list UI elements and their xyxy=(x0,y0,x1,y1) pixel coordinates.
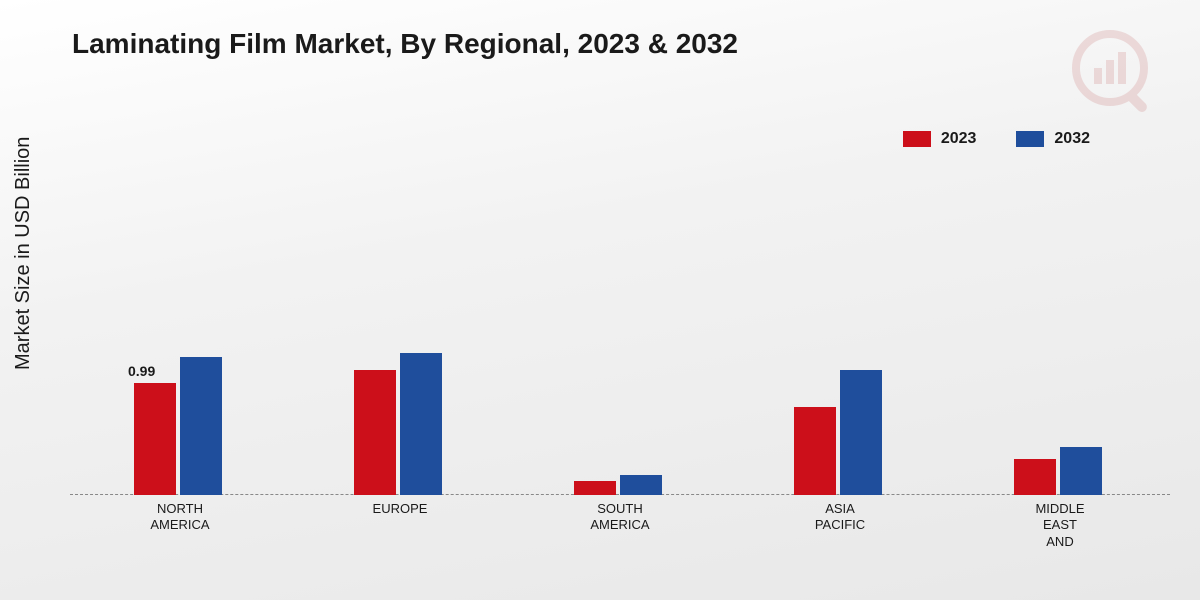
bar xyxy=(400,353,442,495)
legend: 2023 2032 xyxy=(903,130,1090,148)
watermark-logo xyxy=(1070,28,1160,123)
bar xyxy=(620,475,662,495)
category-label: NORTH AMERICA xyxy=(110,495,250,540)
bar xyxy=(840,370,882,495)
bar xyxy=(1060,447,1102,495)
chart-title: Laminating Film Market, By Regional, 202… xyxy=(72,28,738,60)
legend-item-2023: 2023 xyxy=(903,130,977,148)
legend-label-2023: 2023 xyxy=(941,130,977,148)
legend-swatch-2023 xyxy=(903,131,931,147)
bar xyxy=(574,481,616,495)
bar-group xyxy=(330,200,470,495)
category-label: ASIA PACIFIC xyxy=(770,495,910,540)
bar xyxy=(354,370,396,495)
legend-item-2032: 2032 xyxy=(1016,130,1090,148)
bar-group xyxy=(990,200,1130,495)
bar-groups: 0.99 xyxy=(70,200,1170,495)
category-label: MIDDLE EAST AND xyxy=(990,495,1130,540)
plot-area: 0.99 NORTH AMERICA EUROPE SOUTH AMERICA ASI… xyxy=(70,200,1170,540)
bar-group: 0.99 xyxy=(110,200,250,495)
bar xyxy=(794,407,836,496)
bar-value-label: 0.99 xyxy=(128,363,155,379)
bar xyxy=(1014,459,1056,495)
bar-group xyxy=(550,200,690,495)
category-label: SOUTH AMERICA xyxy=(550,495,690,540)
legend-swatch-2032 xyxy=(1016,131,1044,147)
bar-group xyxy=(770,200,910,495)
category-label: EUROPE xyxy=(330,495,470,540)
legend-label-2032: 2032 xyxy=(1054,130,1090,148)
category-labels: NORTH AMERICA EUROPE SOUTH AMERICA ASIA PAC… xyxy=(70,495,1170,540)
bar xyxy=(180,357,222,495)
bar xyxy=(134,383,176,495)
y-axis-label: Market Size in USD Billion xyxy=(12,137,35,370)
